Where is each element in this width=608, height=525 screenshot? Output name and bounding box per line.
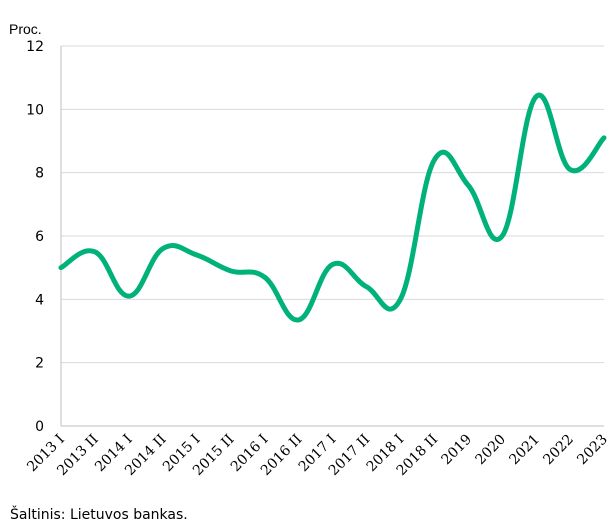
- x-tick-label: 2021: [506, 432, 543, 469]
- y-tick-label: 4: [35, 292, 44, 308]
- gridlines: [61, 45, 604, 427]
- x-tick-label: 2019: [439, 432, 476, 469]
- y-axis-ticks: 0 2 4 6 8 10 12: [26, 39, 44, 435]
- x-tick-label: 2020: [473, 432, 510, 469]
- y-tick-label: 0: [35, 419, 44, 435]
- series-group: [58, 92, 607, 323]
- y-tick-label: 10: [26, 102, 44, 118]
- source-note: Šaltinis: Lietuvos bankas.: [10, 507, 188, 523]
- y-tick-label: 12: [26, 39, 44, 55]
- x-tick-label: 2022: [540, 432, 577, 469]
- x-tick-label: 2023: [574, 432, 608, 469]
- y-tick-label: 2: [35, 356, 44, 372]
- y-tick-label: 6: [35, 229, 44, 245]
- series-line: [58, 92, 607, 323]
- y-axis-unit-label: Proc.: [9, 21, 42, 37]
- y-tick-label: 8: [35, 166, 44, 182]
